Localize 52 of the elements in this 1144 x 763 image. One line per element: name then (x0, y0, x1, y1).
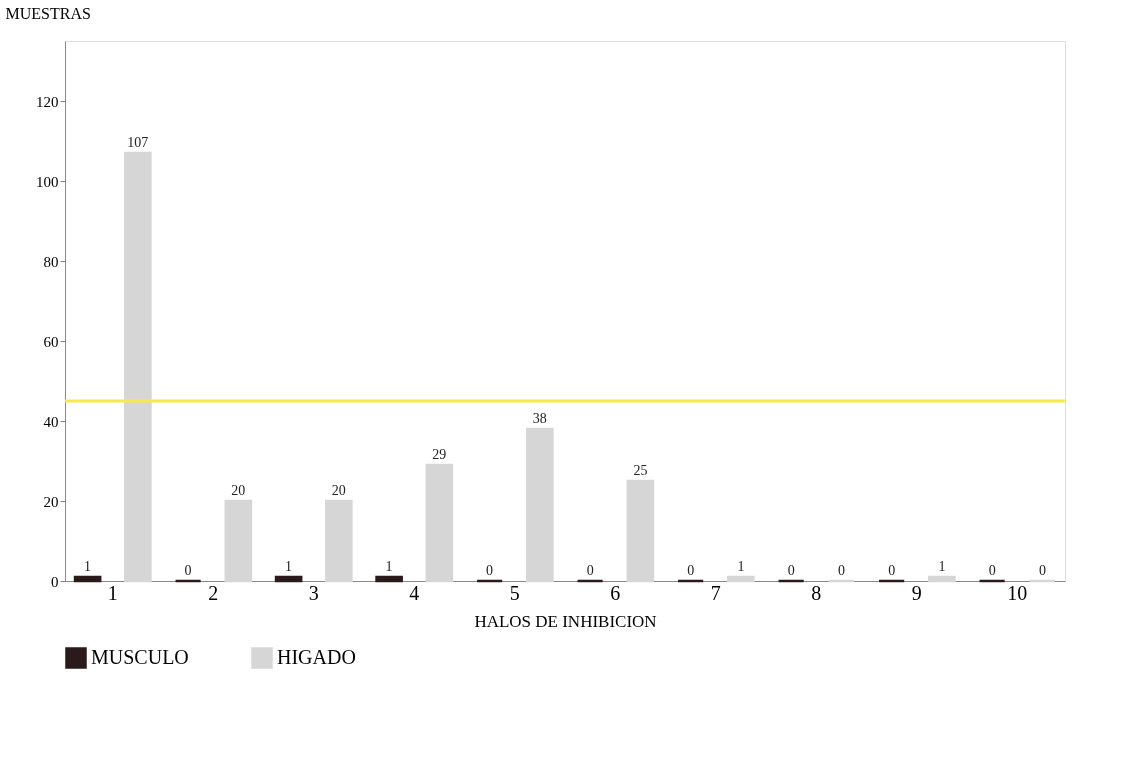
data-label: 0 (486, 563, 494, 578)
data-label: 1 (84, 559, 92, 574)
data-label: 0 (837, 563, 845, 578)
bar (274, 575, 303, 583)
x-tick-label: 10 (1007, 581, 1028, 604)
data-label: 0 (586, 563, 594, 578)
bar (73, 575, 102, 583)
data-label: 1 (285, 559, 293, 574)
x-tick-label: 7 (710, 581, 721, 604)
y-axis-title: MUESTRAS (5, 4, 91, 22)
bar (325, 499, 353, 583)
y-tick-label: 20 (43, 493, 59, 510)
data-label: 29 (432, 447, 447, 462)
y-tick-label: 40 (43, 413, 59, 430)
data-label: 0 (787, 563, 795, 578)
x-tick-label: 4 (409, 581, 420, 604)
x-tick-label: 3 (308, 581, 319, 604)
data-label: 38 (532, 411, 547, 426)
bar (727, 575, 755, 583)
y-tick-label: 120 (36, 93, 59, 110)
y-tick-label: 0 (51, 573, 59, 590)
data-label: 25 (633, 463, 648, 478)
x-tick-label: 1 (107, 581, 118, 604)
x-tick-label: 6 (610, 581, 621, 604)
data-label: 0 (1038, 563, 1046, 578)
bar (124, 151, 152, 583)
y-tick-label: 80 (43, 253, 59, 270)
x-tick-label: 2 (208, 581, 219, 604)
data-label: 1 (737, 559, 745, 574)
data-label: 0 (184, 563, 192, 578)
x-axis-title: HALOS DE INHIBICION (474, 611, 657, 631)
x-tick-label: 8 (811, 581, 822, 604)
data-label: 0 (687, 563, 695, 578)
bar (526, 427, 554, 583)
data-label: 107 (127, 135, 149, 150)
y-tick-label: 100 (36, 173, 59, 190)
bar (928, 575, 956, 583)
x-tick-label: 9 (911, 581, 922, 604)
data-label: 20 (331, 483, 346, 498)
y-tick-label: 60 (43, 333, 59, 350)
legend-label: MUSCULO (91, 646, 189, 668)
data-label: 1 (385, 559, 393, 574)
bar (425, 463, 454, 583)
x-tick-label: 5 (509, 581, 520, 604)
bar (375, 575, 403, 583)
data-label: 1 (938, 559, 946, 574)
data-label: 20 (231, 483, 246, 498)
bar (224, 499, 253, 583)
data-label: 0 (988, 563, 996, 578)
legend-label: HIGADO (277, 646, 356, 668)
bar (626, 479, 655, 583)
data-label: 0 (888, 563, 896, 578)
